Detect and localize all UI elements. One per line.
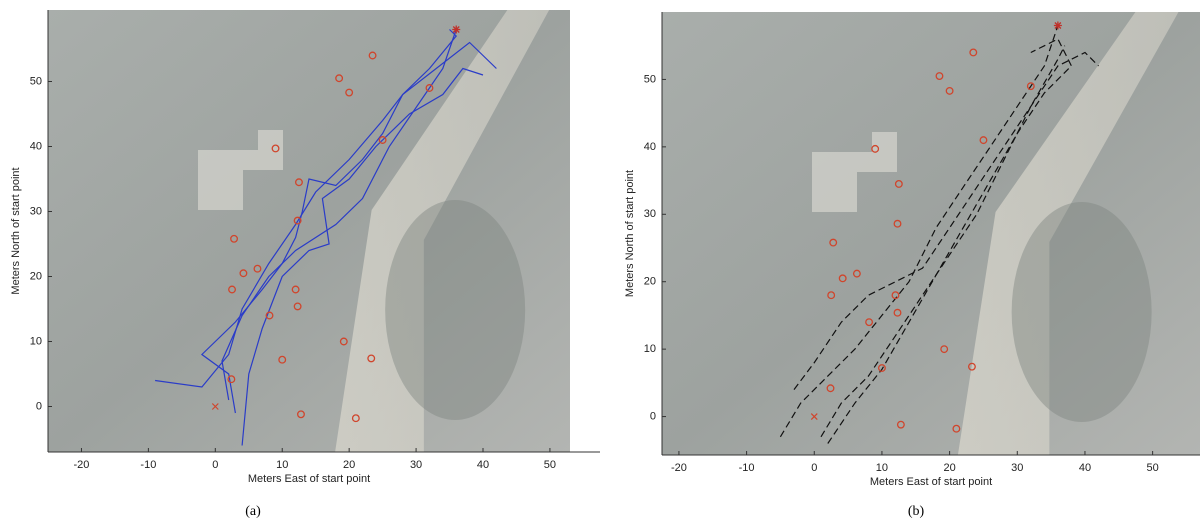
goal-marker [452,26,460,34]
tree-shadow [385,200,525,420]
x-tick-label: 20 [943,462,955,474]
x-tick-label: 20 [343,459,355,471]
x-axis-label: Meters East of start point [248,473,370,485]
y-tick-label: 20 [30,270,42,282]
x-tick-label: 50 [1147,462,1159,474]
x-tick-label: -10 [739,462,755,474]
x-tick-label: -10 [140,459,156,471]
x-tick-label: -20 [74,459,90,471]
caption: (a) [245,504,261,519]
figure: -20 -10 0 10 20 30 40 50 0 10 20 30 40 50 Meters East … [0,0,1204,525]
x-tick-label: 0 [811,462,817,474]
x-axis-label: Meters East of start point [870,476,992,488]
y-tick-label: 0 [650,410,656,422]
caption: (b) [908,504,925,519]
x-tick-label: 10 [276,459,288,471]
y-tick-label: 50 [30,75,42,87]
y-tick-label: 40 [644,141,656,153]
x-tick-label: 0 [212,459,218,471]
y-tick-label: 20 [644,276,656,288]
y-axis-label: Meters North of start point [10,167,22,294]
y-tick-label: 50 [644,73,656,85]
panel: -20 -10 0 10 20 30 40 50 0 10 20 30 40 50 Meters East … [624,12,1200,519]
x-tick-label: 30 [410,459,422,471]
y-tick-label: 30 [644,208,656,220]
x-tick-label: -20 [671,462,687,474]
y-tick-label: 10 [644,343,656,355]
x-tick-label: 40 [1079,462,1091,474]
goal-marker [1054,21,1062,29]
x-tick-label: 40 [477,459,489,471]
y-tick-label: 30 [30,205,42,217]
panel: -20 -10 0 10 20 30 40 50 0 10 20 30 40 50 Meters East … [10,10,600,519]
y-tick-label: 40 [30,140,42,152]
y-axis-label: Meters North of start point [624,170,636,297]
x-tick-label: 10 [876,462,888,474]
y-tick-label: 0 [36,400,42,412]
x-tick-label: 50 [544,459,556,471]
y-tick-label: 10 [30,335,42,347]
x-tick-label: 30 [1011,462,1023,474]
page: {"chart_data": [ {"type": "line", "capti… [0,0,1204,525]
tree-shadow [1012,202,1152,422]
